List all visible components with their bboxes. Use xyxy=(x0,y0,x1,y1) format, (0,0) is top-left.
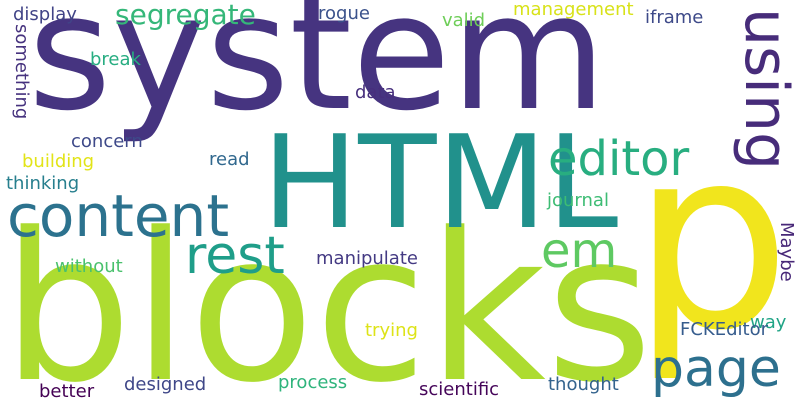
word-better: better xyxy=(39,381,95,400)
word-scientific: scientific xyxy=(419,379,500,400)
word-designed: designed xyxy=(124,374,207,395)
word-without: without xyxy=(55,256,123,277)
word-trying: trying xyxy=(365,320,418,341)
word-management: management xyxy=(513,0,634,20)
word-rogue: rogue xyxy=(318,3,370,24)
word-iframe: iframe xyxy=(645,7,704,28)
word-rest: rest xyxy=(185,226,285,286)
word-manipulate: manipulate xyxy=(316,248,418,269)
word-break: break xyxy=(90,49,141,70)
word-valid: valid xyxy=(442,10,486,31)
word-segregate: segregate xyxy=(115,0,256,31)
word-read: read xyxy=(209,149,250,170)
word-data: data xyxy=(355,82,396,103)
word-html: HTML xyxy=(262,109,619,258)
word-maybe: Maybe xyxy=(776,222,797,282)
word-blocks: blocks xyxy=(2,190,653,400)
word-editor: editor xyxy=(548,131,690,187)
word-system: system xyxy=(28,0,607,146)
word-something: something xyxy=(11,24,32,120)
word-p: p xyxy=(632,94,791,385)
word-journal: journal xyxy=(547,190,609,211)
word-thinking: thinking xyxy=(6,173,80,194)
word-concern: concern xyxy=(71,131,143,152)
word-fckeditor: FCKEditor xyxy=(680,319,768,340)
word-building: building xyxy=(22,151,95,172)
word-content: content xyxy=(7,182,230,250)
word-using: using xyxy=(731,8,800,171)
word-thought: thought xyxy=(548,374,619,395)
word-display: display xyxy=(13,4,77,25)
word-way: way xyxy=(750,312,787,333)
word-em: em xyxy=(541,223,618,279)
word-process: process xyxy=(278,372,348,393)
word-page: page xyxy=(651,339,781,399)
